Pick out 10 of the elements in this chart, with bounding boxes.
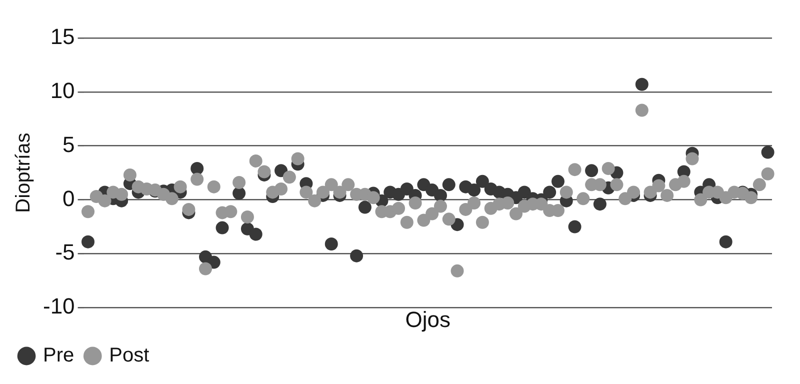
y-tick-label: 15 xyxy=(50,24,75,50)
y-tick-label: 10 xyxy=(50,78,75,103)
y-tick-label: -10 xyxy=(43,294,75,319)
y-tick-label: -5 xyxy=(55,240,75,265)
y-tick-label: 5 xyxy=(62,132,75,157)
x-axis-title: Ojos xyxy=(405,306,451,332)
y-axis-title: Dioptrías xyxy=(12,132,35,213)
y-tick-label: 0 xyxy=(62,186,75,211)
legend-label: Post xyxy=(109,344,150,367)
legend-label: Pre xyxy=(43,344,74,367)
